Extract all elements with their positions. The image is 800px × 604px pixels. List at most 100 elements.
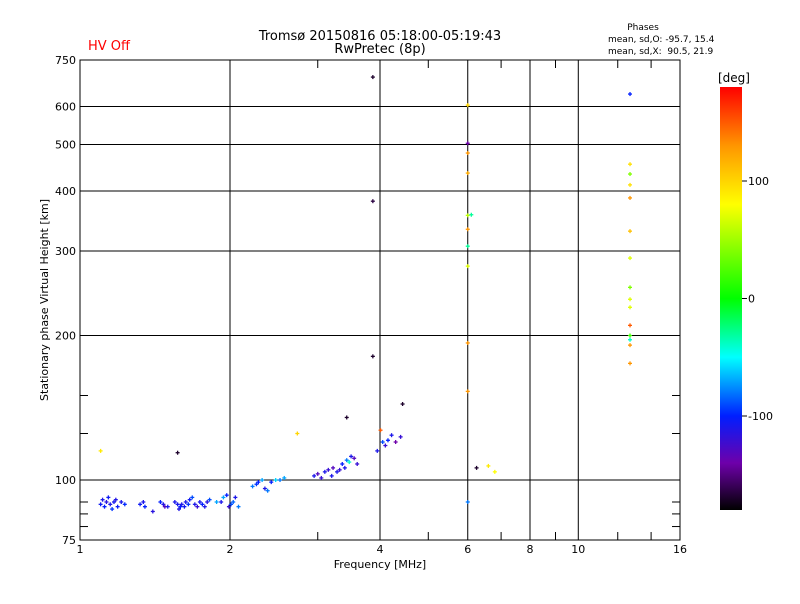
data-point <box>100 497 105 502</box>
y-tick-label: 300 <box>55 245 76 258</box>
data-point <box>98 448 103 453</box>
data-point <box>628 182 633 187</box>
data-point <box>628 92 633 97</box>
data-point <box>187 497 192 502</box>
data-point <box>231 499 236 504</box>
colorbar <box>720 87 742 510</box>
data-point <box>224 493 229 498</box>
data-point <box>165 504 170 509</box>
data-point <box>628 305 633 310</box>
data-point <box>628 172 633 177</box>
data-point <box>628 333 633 338</box>
y-tick-label: 200 <box>55 330 76 343</box>
data-point <box>315 471 320 476</box>
data-point <box>465 227 470 232</box>
y-tick-label: 750 <box>55 54 76 67</box>
data-point <box>200 502 205 507</box>
hv-status: HV Off <box>88 39 131 54</box>
data-point <box>385 438 390 443</box>
x-axis-label: Frequency [MHz] <box>334 558 426 571</box>
data-point <box>340 461 345 466</box>
data-point <box>282 475 287 480</box>
data-point <box>465 340 470 345</box>
data-point <box>393 440 398 445</box>
data-point <box>110 507 115 512</box>
data-point <box>355 461 360 466</box>
data-point <box>628 229 633 234</box>
data-point <box>142 504 147 509</box>
colorbar-tick-label: 0 <box>748 293 755 306</box>
data-point <box>400 402 405 407</box>
data-point <box>319 475 324 480</box>
data-point <box>108 502 113 507</box>
colorbar-tick-label: 100 <box>748 175 769 188</box>
y-tick-label: 100 <box>55 474 76 487</box>
data-point <box>474 465 479 470</box>
data-point <box>465 264 470 269</box>
data-point <box>312 473 317 478</box>
data-point <box>158 499 163 504</box>
data-point <box>628 256 633 261</box>
data-point <box>219 499 224 504</box>
data-point <box>183 499 188 504</box>
data-point <box>389 433 394 438</box>
data-point <box>175 450 180 455</box>
data-point <box>119 499 124 504</box>
data-point <box>465 389 470 394</box>
y-tick-label: 600 <box>55 101 76 114</box>
data-point <box>465 103 470 108</box>
data-point <box>113 497 118 502</box>
data-point <box>278 478 283 483</box>
data-point <box>295 431 300 436</box>
data-point <box>344 415 349 420</box>
data-point <box>233 495 238 500</box>
x-tick-label: 2 <box>227 543 234 556</box>
data-point <box>628 323 633 328</box>
data-point <box>265 488 270 493</box>
data-point <box>104 499 109 504</box>
x-tick-label: 8 <box>527 543 534 556</box>
data-point <box>178 504 183 509</box>
data-point <box>322 469 327 474</box>
x-tick-label: 16 <box>673 543 687 556</box>
data-point <box>628 361 633 366</box>
data-point <box>273 478 278 483</box>
data-point <box>465 171 470 176</box>
data-point <box>179 502 184 507</box>
data-point <box>161 502 166 507</box>
data-point <box>260 478 265 483</box>
colorbar-label: [deg] <box>718 71 750 85</box>
data-point <box>269 480 274 485</box>
data-point <box>172 499 177 504</box>
data-point <box>370 354 375 359</box>
data-point <box>106 495 111 500</box>
x-tick-label: 4 <box>377 543 384 556</box>
data-point <box>380 440 385 445</box>
phases-heading: Phases <box>627 23 659 33</box>
data-points <box>98 75 633 514</box>
data-point <box>342 465 347 470</box>
data-point <box>138 502 143 507</box>
data-point <box>250 484 255 489</box>
data-point <box>465 151 470 156</box>
data-point <box>465 141 470 146</box>
data-point <box>221 495 226 500</box>
data-point <box>465 244 470 249</box>
plot-frame <box>79 59 681 541</box>
data-point <box>256 480 261 485</box>
y-tick-label: 500 <box>55 139 76 152</box>
data-point <box>175 502 180 507</box>
data-point <box>205 499 210 504</box>
data-point <box>229 502 234 507</box>
data-point <box>262 486 267 491</box>
y-tick-label: 400 <box>55 185 76 198</box>
data-point <box>337 467 342 472</box>
data-point <box>150 509 155 514</box>
data-point <box>326 467 331 472</box>
data-point <box>207 497 212 502</box>
data-point <box>214 499 219 504</box>
x-tick-label: 10 <box>571 543 585 556</box>
data-point <box>98 502 103 507</box>
data-point <box>370 75 375 80</box>
data-point <box>370 199 375 204</box>
